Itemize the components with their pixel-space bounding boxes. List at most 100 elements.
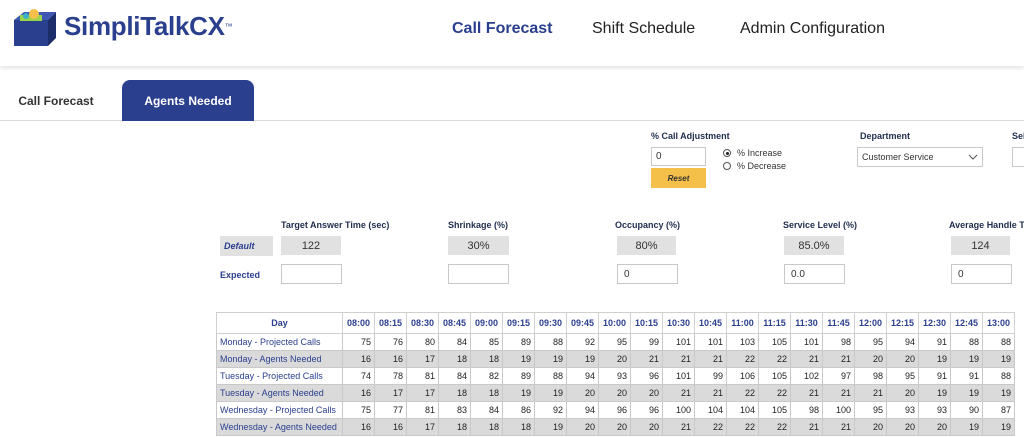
value-cell: 18	[502, 418, 535, 436]
value-cell: 78	[374, 367, 407, 385]
nav-call-forecast[interactable]: Call Forecast	[452, 20, 553, 37]
radio-increase-label: % Increase	[737, 148, 783, 158]
value-cell: 96	[630, 367, 663, 385]
time-header: 11:30	[790, 312, 823, 334]
radio-decrease[interactable]: % Decrease	[723, 161, 786, 171]
value-cell: 22	[758, 384, 791, 402]
tab-call-forecast[interactable]: Call Forecast	[18, 93, 94, 108]
nav-shift-schedule[interactable]: Shift Schedule	[592, 20, 696, 37]
target-answer-expected[interactable]	[281, 264, 342, 284]
value-cell: 95	[854, 333, 887, 351]
value-cell: 84	[438, 367, 471, 385]
value-cell: 106	[726, 367, 759, 385]
call-adjustment-label: % Call Adjustment	[651, 131, 730, 141]
value-cell: 20	[886, 384, 919, 402]
time-header: 10:45	[694, 312, 727, 334]
value-cell: 19	[950, 418, 983, 436]
day-cell: Monday - Projected Calls	[216, 333, 343, 351]
value-cell: 20	[918, 418, 951, 436]
value-cell: 98	[854, 367, 887, 385]
select-cut-label: Sel	[1012, 131, 1024, 141]
value-cell: 21	[630, 350, 663, 368]
service-level-expected[interactable]: 0.0	[784, 264, 845, 284]
value-cell: 82	[470, 367, 503, 385]
department-label: Department	[860, 131, 911, 141]
value-cell: 75	[342, 333, 375, 351]
day-header: Day	[216, 312, 343, 334]
tab-agents-needed[interactable]: Agents Needed	[122, 80, 254, 121]
table-row: Monday - Projected Calls 75 76 80 84 85 89 88 92…	[216, 333, 1015, 351]
reset-button[interactable]: Reset	[651, 168, 706, 188]
value-cell: 16	[374, 418, 407, 436]
value-cell: 88	[982, 367, 1015, 385]
value-cell: 88	[534, 333, 567, 351]
time-header: 12:00	[854, 312, 887, 334]
time-header: 10:00	[598, 312, 631, 334]
value-cell: 18	[438, 418, 471, 436]
value-cell: 19	[534, 350, 567, 368]
time-header: 08:30	[406, 312, 439, 334]
department-select[interactable]: Customer Service	[857, 147, 983, 167]
radio-decrease-label: % Decrease	[737, 161, 787, 171]
service-level-default: 85.0%	[784, 236, 844, 255]
table-row: Tuesday - Projected Calls 74 78 81 84 82 89 88 9…	[216, 367, 1015, 385]
value-cell: 83	[438, 401, 471, 419]
value-cell: 91	[918, 333, 951, 351]
aht-expected[interactable]: 0	[951, 264, 1012, 284]
value-cell: 104	[694, 401, 727, 419]
value-cell: 19	[534, 384, 567, 402]
value-cell: 16	[342, 418, 375, 436]
brand-logo[interactable]: SimpliTalkCX ™	[12, 6, 233, 46]
call-adjustment-input[interactable]: 0	[651, 147, 706, 166]
value-cell: 77	[374, 401, 407, 419]
radio-increase[interactable]: % Increase	[723, 148, 782, 158]
value-cell: 90	[950, 401, 983, 419]
value-cell: 19	[982, 418, 1015, 436]
value-cell: 85	[470, 333, 503, 351]
value-cell: 84	[438, 333, 471, 351]
value-cell: 89	[502, 367, 535, 385]
table-row: Wednesday - Agents Needed 16 16 17 18 18 18 19 2…	[216, 418, 1015, 436]
value-cell: 20	[854, 350, 887, 368]
value-cell: 16	[374, 350, 407, 368]
value-cell: 20	[854, 418, 887, 436]
value-cell: 16	[342, 350, 375, 368]
shrinkage-expected[interactable]	[448, 264, 509, 284]
value-cell: 20	[886, 350, 919, 368]
day-cell: Tuesday - Projected Calls	[216, 367, 343, 385]
value-cell: 19	[982, 384, 1015, 402]
time-header: 11:15	[758, 312, 791, 334]
value-cell: 87	[982, 401, 1015, 419]
table-body: Monday - Projected Calls 75 76 80 84 85 89 88 92…	[216, 333, 1015, 436]
value-cell: 93	[598, 367, 631, 385]
value-cell: 18	[470, 418, 503, 436]
value-cell: 98	[790, 401, 823, 419]
value-cell: 105	[758, 367, 791, 385]
nav-admin-configuration[interactable]: Admin Configuration	[740, 20, 885, 37]
occupancy-expected[interactable]: 0	[617, 264, 678, 284]
select-cut-box[interactable]	[1012, 147, 1024, 167]
time-header: 12:15	[886, 312, 919, 334]
value-cell: 97	[822, 367, 855, 385]
value-cell: 96	[598, 401, 631, 419]
top-bar: SimpliTalkCX ™ Call Forecast Shift Sched…	[0, 0, 1024, 66]
value-cell: 92	[566, 333, 599, 351]
value-cell: 21	[662, 418, 695, 436]
agents-needed-table: Day 08:00 08:15 08:30 08:45 09:00 09:15 09:30 0…	[216, 312, 1015, 436]
shrinkage-title: Shrinkage (%)	[448, 220, 509, 230]
day-cell: Wednesday - Agents Needed	[216, 418, 343, 436]
value-cell: 102	[790, 367, 823, 385]
value-cell: 103	[726, 333, 759, 351]
value-cell: 17	[374, 384, 407, 402]
value-cell: 21	[662, 350, 695, 368]
value-cell: 20	[566, 384, 599, 402]
value-cell: 101	[662, 333, 695, 351]
value-cell: 99	[694, 367, 727, 385]
value-cell: 76	[374, 333, 407, 351]
target-answer-default: 122	[281, 236, 341, 255]
value-cell: 19	[950, 350, 983, 368]
value-cell: 105	[758, 333, 791, 351]
value-cell: 16	[342, 384, 375, 402]
value-cell: 98	[822, 333, 855, 351]
value-cell: 88	[950, 333, 983, 351]
